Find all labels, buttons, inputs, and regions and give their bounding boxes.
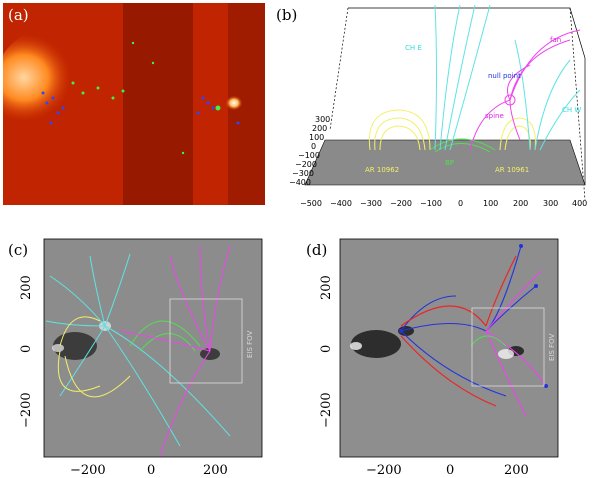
svg-text:−300: −300 xyxy=(360,199,382,208)
svg-text:0: 0 xyxy=(311,142,316,151)
label-spine: spine xyxy=(485,112,504,120)
svg-text:−500: −500 xyxy=(300,199,322,208)
svg-text:200: 200 xyxy=(19,275,34,300)
panel-c-y-ticks: 200 0 −200 xyxy=(19,275,34,428)
svg-text:0: 0 xyxy=(19,345,34,353)
panel-c-x-ticks: −200 0 200 xyxy=(70,463,228,478)
svg-text:0: 0 xyxy=(458,199,463,208)
panel-d-label: (d) xyxy=(306,241,328,259)
null-point-marker xyxy=(504,94,516,106)
magnetogram-plane xyxy=(304,139,586,186)
panel-a-image xyxy=(3,3,265,205)
svg-text:−400: −400 xyxy=(330,199,352,208)
panel-c-eis-fov-label: EIS FOV xyxy=(246,330,254,358)
svg-text:200: 200 xyxy=(504,463,529,478)
label-ar-right: AR 10961 xyxy=(495,166,529,174)
panel-b-label: (b) xyxy=(276,6,298,24)
svg-text:200: 200 xyxy=(513,199,528,208)
svg-text:0: 0 xyxy=(147,463,155,478)
svg-text:−200: −200 xyxy=(70,463,106,478)
panel-d-eis-fov-label: EIS FOV xyxy=(548,333,556,361)
label-bp: BP xyxy=(445,159,454,167)
label-ar-left: AR 10962 xyxy=(365,166,399,174)
svg-text:−300: −300 xyxy=(292,169,314,178)
panel-b-y-ticks: 300 200 100 0 −100 −200 −300 −400 xyxy=(289,115,330,187)
panel-c-eis-fov xyxy=(169,298,243,384)
label-ch-e: CH E xyxy=(405,44,422,52)
label-null-point: null point xyxy=(488,72,521,80)
svg-text:200: 200 xyxy=(312,124,327,133)
svg-text:−100: −100 xyxy=(420,199,442,208)
svg-text:200: 200 xyxy=(319,275,334,300)
panel-d-y-ticks: 200 0 −200 xyxy=(319,275,334,428)
panel-b-3d-plot: CH E CH W fan null point spine AR 10962 … xyxy=(289,4,587,208)
svg-text:−200: −200 xyxy=(295,160,317,169)
svg-text:300: 300 xyxy=(315,115,330,124)
panel-d-plot: EIS FOV −200 0 200 200 0 −200 xyxy=(319,238,559,478)
svg-text:−200: −200 xyxy=(390,199,412,208)
panel-a-label: (a) xyxy=(8,6,29,24)
svg-text:300: 300 xyxy=(543,199,558,208)
svg-text:100: 100 xyxy=(309,133,324,142)
svg-text:−400: −400 xyxy=(289,178,311,187)
svg-text:100: 100 xyxy=(483,199,498,208)
panel-b-x-ticks: −500 −400 −300 −200 −100 0 100 200 300 4… xyxy=(300,199,587,208)
panel-c-plot: EIS FOV −200 0 200 200 0 −200 xyxy=(19,238,263,478)
svg-text:400: 400 xyxy=(572,199,587,208)
svg-text:200: 200 xyxy=(203,463,228,478)
svg-text:0: 0 xyxy=(446,463,454,478)
panel-d-eis-fov xyxy=(471,307,545,387)
svg-text:−200: −200 xyxy=(19,392,34,428)
panel-c-label: (c) xyxy=(8,241,29,259)
panel-d-x-ticks: −200 0 200 xyxy=(366,463,529,478)
svg-text:−200: −200 xyxy=(319,392,334,428)
svg-text:0: 0 xyxy=(319,345,334,353)
svg-text:−200: −200 xyxy=(366,463,402,478)
label-ch-w: CH W xyxy=(562,106,581,114)
svg-text:−100: −100 xyxy=(298,151,320,160)
label-fan: fan xyxy=(550,36,561,44)
